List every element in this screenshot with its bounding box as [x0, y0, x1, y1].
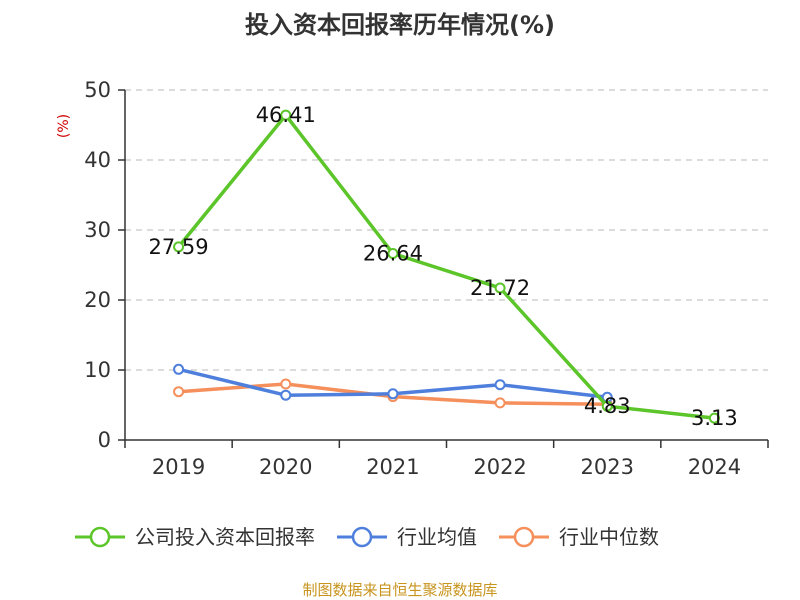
- y-tick-label: 20: [84, 288, 111, 312]
- legend-marker: [89, 526, 111, 548]
- x-tick-label: 2021: [366, 455, 419, 479]
- x-tick-label: 2023: [581, 455, 634, 479]
- legend: 公司投入资本回报率 行业均值 行业中位数: [75, 525, 659, 549]
- data-point: [173, 386, 185, 398]
- data-point: [280, 109, 292, 121]
- data-label: 27.59: [149, 235, 209, 259]
- source-note: 制图数据来自恒生聚源数据库: [302, 581, 497, 599]
- x-tick-label: 2020: [259, 455, 312, 479]
- x-tick-label: 2022: [473, 455, 526, 479]
- data-point: [280, 378, 292, 390]
- data-point: [494, 282, 506, 294]
- legend-marker: [513, 526, 535, 548]
- data-label: 21.72: [470, 276, 530, 300]
- legend-marker: [351, 526, 373, 548]
- data-point: [173, 241, 185, 253]
- series-line: [176, 113, 717, 420]
- data-point: [280, 389, 292, 401]
- y-tick-label: 10: [84, 358, 111, 382]
- data-point: [173, 363, 185, 375]
- data-label: 3.13: [691, 406, 738, 430]
- legend-item: 行业中位数: [499, 525, 659, 549]
- data-point: [387, 248, 399, 260]
- data-point: [387, 388, 399, 400]
- legend-label: 公司投入资本回报率: [135, 525, 315, 549]
- legend-label: 行业均值: [397, 525, 477, 549]
- axes: 0 10 20 30 40 50 2019 2020 2021 2022 2023 2024: [84, 78, 769, 479]
- y-axis-label: (%): [56, 114, 72, 138]
- series-layer: [173, 109, 720, 424]
- data-label: 4.83: [584, 394, 631, 418]
- x-tick-label: 2019: [152, 455, 205, 479]
- data-label: 46.41: [256, 103, 316, 127]
- legend-item: 行业均值: [337, 525, 477, 549]
- data-labels: 27.59 46.41 26.64 21.72 4.83 3.13: [149, 103, 738, 430]
- y-tick-label: 0: [98, 428, 111, 452]
- data-label: 26.64: [363, 242, 423, 266]
- data-point: [494, 397, 506, 409]
- chart-title: 投入资本回报率历年情况(%): [245, 11, 555, 39]
- y-tick-label: 50: [84, 78, 111, 102]
- data-point: [601, 400, 613, 412]
- grid: [125, 89, 768, 371]
- data-point: [708, 412, 720, 424]
- data-point: [494, 379, 506, 391]
- legend-item: 公司投入资本回报率: [75, 525, 315, 549]
- y-tick-label: 40: [84, 148, 111, 172]
- series-0: [173, 109, 720, 424]
- y-tick-label: 30: [84, 218, 111, 242]
- series-1: [173, 363, 613, 403]
- legend-label: 行业中位数: [559, 525, 659, 549]
- x-tick-label: 2024: [688, 455, 741, 479]
